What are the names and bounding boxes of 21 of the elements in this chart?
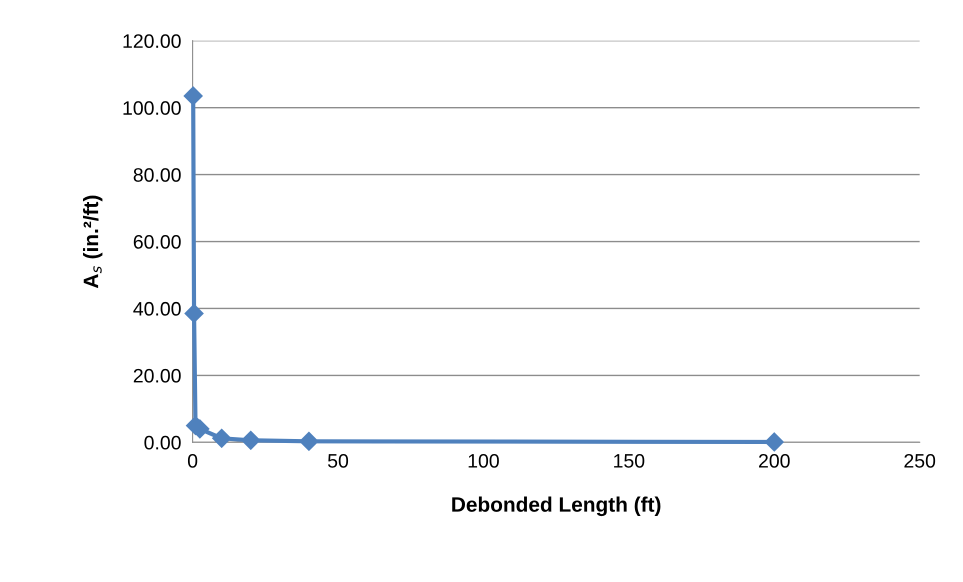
y-tick-label: 20.00: [134, 368, 181, 383]
y-tick-label: 0.00: [144, 436, 181, 450]
x-tick-label: 250: [904, 454, 936, 468]
x-tick-label: 200: [759, 454, 790, 468]
x-tick-label: 100: [468, 454, 499, 468]
y-tick-label: 120.00: [124, 34, 181, 48]
x-axis-title: Debonded Length (ft): [452, 496, 660, 516]
y-axis-title: A$_{s}$ (in.²/ft): [82, 196, 102, 288]
x-tick-label: 150: [614, 454, 644, 468]
x-tick-label: 0: [188, 454, 198, 468]
y-tick-label: 60.00: [134, 235, 181, 249]
point: [184, 304, 204, 324]
point: [212, 428, 232, 448]
y-tick-label: 40.00: [133, 302, 181, 316]
point: [184, 86, 203, 106]
y-tick-label: 80.00: [134, 168, 181, 182]
point: [764, 432, 784, 452]
point: [241, 430, 260, 450]
x-tick-label: 50: [328, 454, 348, 468]
y-tick-label: 100.00: [124, 101, 181, 115]
point: [299, 432, 318, 451]
